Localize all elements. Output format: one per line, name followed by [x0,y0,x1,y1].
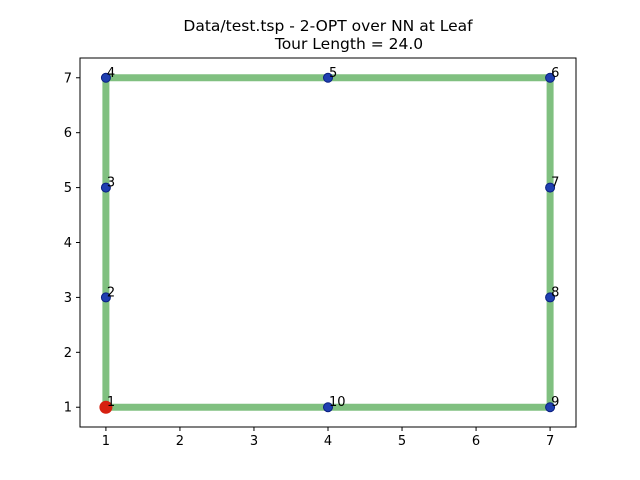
plot-area: 1 2 3 4 5 6 7 8 9 10 1 2 3 4 5 6 7 1 2 3 4 5 6 7 [64,57,577,449]
node-point [545,182,556,193]
node-label: 8 [551,285,559,300]
x-tick-label: 4 [324,434,332,449]
node-point [100,292,111,303]
start-node-point [99,400,113,414]
node-point [323,72,333,83]
node-label: 7 [551,176,559,191]
node-label: 6 [551,66,559,81]
node-label: 1 [107,395,115,410]
x-tick-label: 7 [546,434,554,449]
node-point [545,72,556,83]
node-label: 9 [551,395,559,410]
node-label: 4 [107,66,115,81]
node-point [545,292,556,303]
y-tick-label: 6 [64,126,72,141]
y-tick-label: 1 [64,401,72,416]
node-point [100,72,111,83]
y-tick-label: 7 [64,71,72,86]
y-tick-label: 2 [64,346,72,361]
x-tick-label: 2 [176,434,184,449]
node-label: 3 [107,176,115,191]
node-point [545,402,556,413]
node-point [100,182,111,193]
x-tick-label: 6 [472,434,480,449]
y-tick-label: 3 [64,291,72,306]
y-tick-label: 5 [64,181,72,196]
chart-title-line-2: Tour Length = 24.0 [274,35,423,53]
node-point [323,402,333,413]
node-label: 2 [107,285,115,300]
node-label: 5 [329,66,337,81]
y-tick-label: 4 [64,236,72,251]
x-tick-label: 5 [398,434,406,449]
node-label: 10 [329,395,346,410]
x-tick-label: 1 [102,434,110,449]
chart-title-line-1: Data/test.tsp - 2-OPT over NN at Leaf [183,17,473,35]
x-tick-label: 3 [250,434,258,449]
